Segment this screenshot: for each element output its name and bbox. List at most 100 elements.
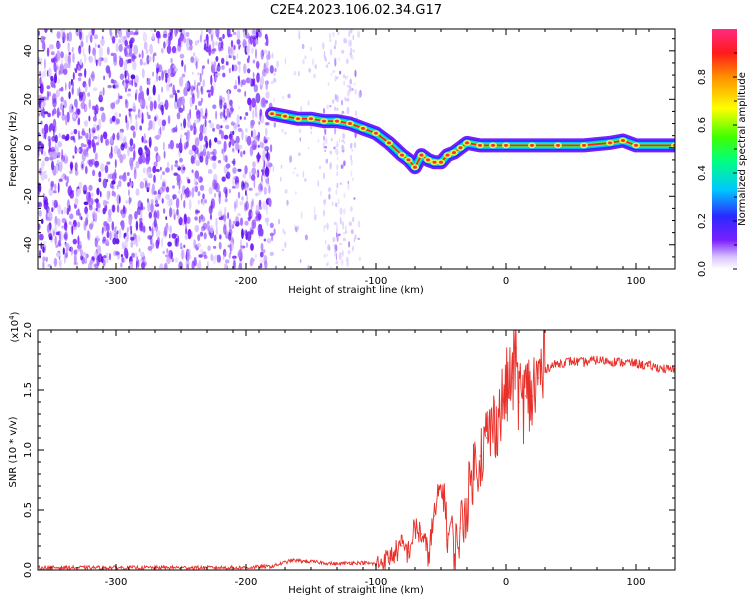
noise-blob <box>314 64 317 69</box>
noise-blob <box>183 213 187 225</box>
noise-blob <box>265 127 268 137</box>
noise-blob <box>86 134 89 143</box>
snr-ylabel: SNR (10 * v/v) <box>8 416 19 487</box>
noise-blob <box>351 247 354 252</box>
noise-blob <box>49 44 54 50</box>
noise-blob <box>322 209 326 217</box>
noise-blob <box>153 100 157 110</box>
noise-blob <box>129 39 133 46</box>
noise-blob <box>109 29 112 37</box>
noise-blob <box>133 143 136 150</box>
noise-blob <box>218 41 222 52</box>
noise-blob <box>124 172 127 177</box>
noise-blob <box>169 29 173 37</box>
noise-blob <box>135 161 140 169</box>
trace-core <box>413 165 417 169</box>
noise-blob <box>97 202 101 209</box>
noise-blob <box>234 182 240 189</box>
noise-blob <box>69 191 74 199</box>
noise-blob <box>221 57 225 65</box>
noise-blob <box>111 221 115 231</box>
noise-blob <box>237 61 241 65</box>
noise-blob <box>74 145 77 155</box>
noise-blob <box>212 162 217 170</box>
noise-blob <box>121 241 125 250</box>
noise-blob <box>193 129 195 136</box>
noise-blob <box>255 204 260 213</box>
noise-blob <box>46 47 50 57</box>
noise-blob <box>73 261 78 266</box>
noise-blob <box>347 90 350 97</box>
noise-blob <box>191 169 194 173</box>
noise-blob <box>259 75 265 86</box>
noise-blob <box>80 255 83 261</box>
noise-blob <box>354 69 357 78</box>
noise-blob <box>124 60 128 71</box>
noise-blob <box>246 57 250 64</box>
noise-blob <box>142 62 147 66</box>
noise-blob <box>178 29 181 33</box>
noise-blob <box>68 51 71 56</box>
snr-point <box>661 367 663 369</box>
noise-blob <box>135 220 139 231</box>
noise-blob <box>346 97 350 102</box>
noise-blob <box>120 36 125 45</box>
noise-blob <box>47 264 52 268</box>
noise-blob <box>92 169 96 177</box>
noise-blob <box>53 199 58 209</box>
noise-blob <box>170 82 173 87</box>
noise-blob <box>246 242 248 248</box>
x-tick-label: -300 <box>105 577 128 588</box>
noise-blob <box>140 261 146 269</box>
noise-blob <box>163 41 166 49</box>
noise-blob <box>110 145 113 156</box>
noise-blob <box>212 245 217 249</box>
colorbar-tick-label: 0.0 <box>697 261 708 277</box>
noise-blob <box>126 172 130 176</box>
noise-blob <box>241 129 244 141</box>
noise-blob <box>274 67 277 73</box>
noise-blob <box>78 47 82 55</box>
noise-blob <box>216 64 221 72</box>
noise-blob <box>192 52 196 57</box>
noise-blob <box>40 161 45 171</box>
noise-blob <box>167 115 171 125</box>
snr-point <box>407 551 410 553</box>
noise-blob <box>127 145 130 157</box>
y-tick-label: 2.0 <box>23 322 34 338</box>
noise-blob <box>341 249 344 257</box>
noise-blob <box>260 114 265 124</box>
trace-core <box>361 126 365 130</box>
noise-blob <box>353 197 356 200</box>
noise-blob <box>129 182 133 187</box>
noise-blob <box>51 109 54 117</box>
noise-blob <box>118 180 122 188</box>
noise-blob <box>260 242 264 252</box>
noise-blob <box>61 225 64 229</box>
snr-point <box>440 485 442 487</box>
snr-point <box>570 360 572 362</box>
noise-blob <box>186 140 189 148</box>
noise-blob <box>273 122 277 128</box>
noise-blob <box>199 124 204 135</box>
noise-blob <box>232 220 236 225</box>
noise-blob <box>265 66 269 74</box>
noise-blob <box>219 129 223 135</box>
noise-blob <box>323 225 325 233</box>
noise-blob <box>249 259 253 267</box>
y-tick-label: 0.0 <box>23 562 34 578</box>
noise-blob <box>89 259 94 265</box>
noise-blob <box>84 83 88 93</box>
noise-blob <box>169 94 174 99</box>
noise-blob <box>38 183 42 193</box>
noise-blob <box>63 206 67 214</box>
noise-blob <box>141 155 146 164</box>
noise-blob <box>165 167 170 173</box>
noise-blob <box>213 61 217 68</box>
noise-blob <box>229 99 233 107</box>
noise-blob <box>271 52 274 59</box>
noise-blob <box>38 209 42 217</box>
colorbar-label: Normalized spectral amplitude <box>737 72 748 226</box>
noise-blob <box>224 259 230 264</box>
noise-blob <box>98 171 102 178</box>
